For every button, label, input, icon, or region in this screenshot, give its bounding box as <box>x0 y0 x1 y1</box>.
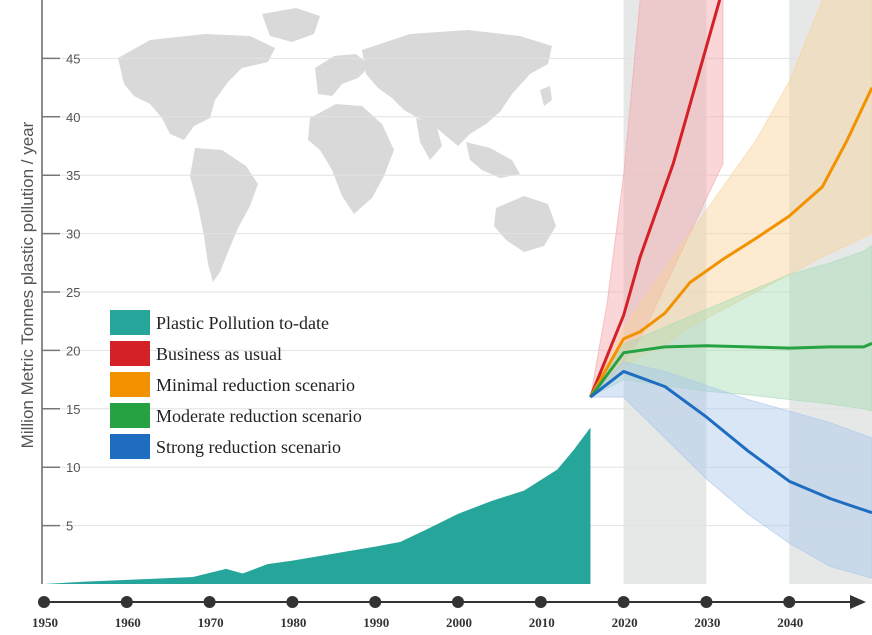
legend-label-3: Moderate reduction scenario <box>156 406 362 426</box>
scenario-line-2 <box>589 342 872 399</box>
timeline-dot-1950 <box>38 596 50 608</box>
scenario-band-1 <box>590 0 872 398</box>
legend-swatch-3 <box>110 403 150 428</box>
x-tick-label-1960: 1960 <box>115 615 141 630</box>
x-tick-label-1950: 1950 <box>32 615 58 630</box>
historical-pollution-area <box>44 397 591 584</box>
historical-area-group <box>44 397 591 584</box>
timeline-dot-2000 <box>452 596 464 608</box>
y-tick-label-20: 20 <box>66 343 80 358</box>
y-axis-title: Million Metric Tonnes plastic pollution … <box>18 121 37 448</box>
timeline-dot-2030 <box>700 596 713 608</box>
legend-swatch-1 <box>110 341 150 366</box>
x-tick-label-1970: 1970 <box>198 615 224 630</box>
timeline-dot-2040 <box>783 596 796 608</box>
x-tick-label-1980: 1980 <box>280 615 306 630</box>
y-tick-label-10: 10 <box>66 460 80 475</box>
scenario-line-1 <box>589 86 872 398</box>
timeline-dot-2020 <box>617 596 630 608</box>
x-tick-label-2010: 2010 <box>529 615 555 630</box>
legend: Plastic Pollution to-date Business as usu… <box>110 310 362 459</box>
legend-swatch-2 <box>110 372 150 397</box>
world-map-background <box>118 8 556 282</box>
y-axis: 5 10 15 20 25 30 35 40 45 <box>41 0 80 584</box>
y-tick-label-45: 45 <box>66 51 80 66</box>
timeline-dot-1960 <box>120 596 133 608</box>
legend-label-1: Business as usual <box>156 344 282 364</box>
y-tick-label-35: 35 <box>66 168 80 183</box>
scenario-bands <box>589 0 872 579</box>
x-tick-label-2020: 2020 <box>612 615 638 630</box>
y-tick-label-40: 40 <box>66 110 80 125</box>
scenario-band-0 <box>589 0 724 399</box>
x-tick-label-2030: 2030 <box>694 615 720 630</box>
timeline-arrow-icon <box>850 595 866 609</box>
y-tick-label-5: 5 <box>66 519 73 534</box>
x-tick-label-1990: 1990 <box>363 615 389 630</box>
legend-label-0: Plastic Pollution to-date <box>156 313 329 333</box>
x-axis: 1950 1960 1970 1980 1990 2000 2010 2020 2030 2040 <box>32 595 866 630</box>
scenario-band-3 <box>589 361 872 579</box>
x-tick-label-2000: 2000 <box>446 615 472 630</box>
timeline-dot-2010 <box>534 596 547 608</box>
scenario-line-3 <box>589 369 872 515</box>
x-tick-label-2040: 2040 <box>777 615 803 630</box>
scenario-lines <box>589 0 872 515</box>
legend-swatch-0 <box>110 310 150 335</box>
timeline-dot-1980 <box>286 596 299 608</box>
y-tick-label-30: 30 <box>66 227 80 242</box>
scenario-line-0 <box>589 0 722 398</box>
y-tick-label-15: 15 <box>66 402 80 417</box>
timeline-dot-1990 <box>369 596 382 608</box>
legend-label-2: Minimal reduction scenario <box>156 375 355 395</box>
grid-lines <box>44 57 872 527</box>
timeline-dot-1970 <box>203 596 216 608</box>
legend-swatch-4 <box>110 434 150 459</box>
y-tick-label-25: 25 <box>66 285 80 300</box>
scenario-band-2 <box>589 244 872 412</box>
legend-label-4: Strong reduction scenario <box>156 437 341 457</box>
